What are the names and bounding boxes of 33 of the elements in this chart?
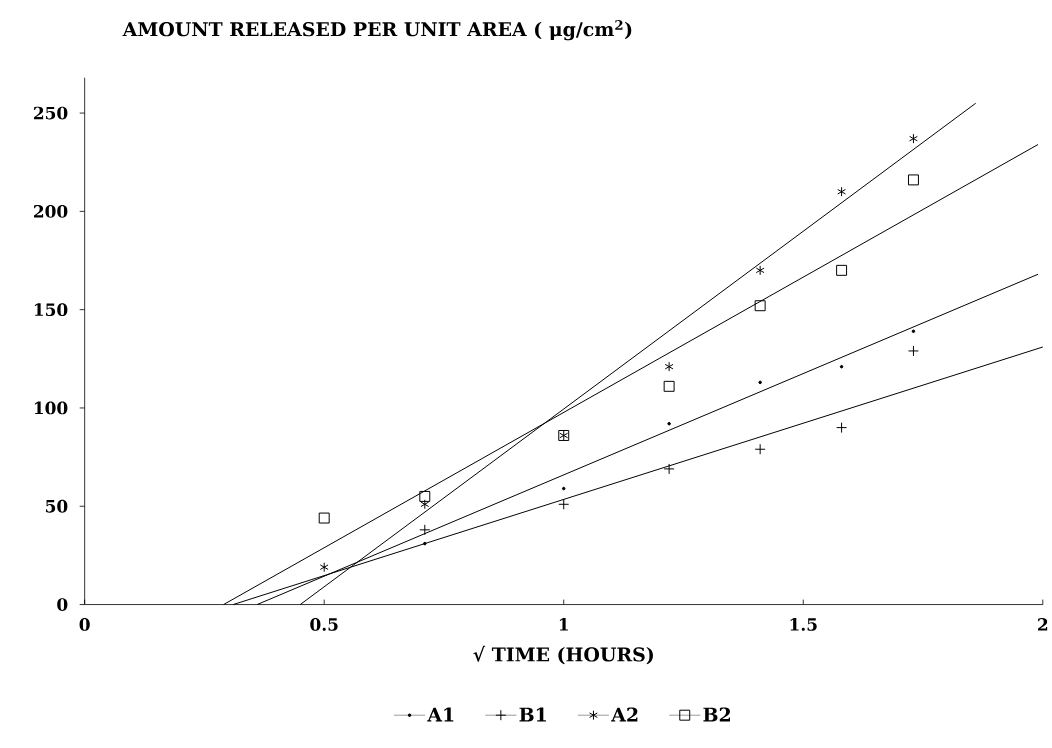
point (667, 421, 671, 426)
chart-title: AMOUNT RELEASED PER UNIT AREA ( μg/cm$^{2}$) (122, 20, 632, 41)
point (836, 264, 848, 276)
point (561, 486, 566, 491)
legend-label: A1 (427, 707, 454, 722)
legend-label: B2 (703, 707, 730, 722)
point (911, 329, 916, 334)
y-tick-label: 200 (33, 204, 68, 218)
point (664, 361, 674, 372)
point (837, 186, 846, 197)
point (663, 380, 675, 392)
point (909, 133, 918, 144)
x-tick-label: 2 (1038, 618, 1048, 631)
y-tick-label: 100 (34, 401, 68, 415)
point (423, 541, 427, 546)
point (839, 364, 844, 369)
y-tick-label: 50 (46, 499, 68, 513)
point (907, 174, 919, 186)
x-tick-label: 0 (79, 618, 90, 631)
x-tick-label: 1 (559, 618, 568, 631)
y-tick-label: 150 (34, 303, 68, 317)
point (758, 380, 762, 385)
y-tick-label: 0 (57, 598, 68, 611)
point (319, 562, 329, 573)
legend-label: A2 (611, 707, 638, 722)
point (754, 300, 766, 312)
point (755, 265, 765, 276)
y-tick-label: 250 (33, 106, 68, 120)
x-tick-label: 0.5 (310, 618, 338, 631)
x-tick-label: 1.5 (790, 618, 817, 631)
point (318, 512, 330, 524)
x-axis-title: √ TIME (HOURS) (473, 645, 653, 665)
legend-label: B1 (519, 707, 546, 722)
